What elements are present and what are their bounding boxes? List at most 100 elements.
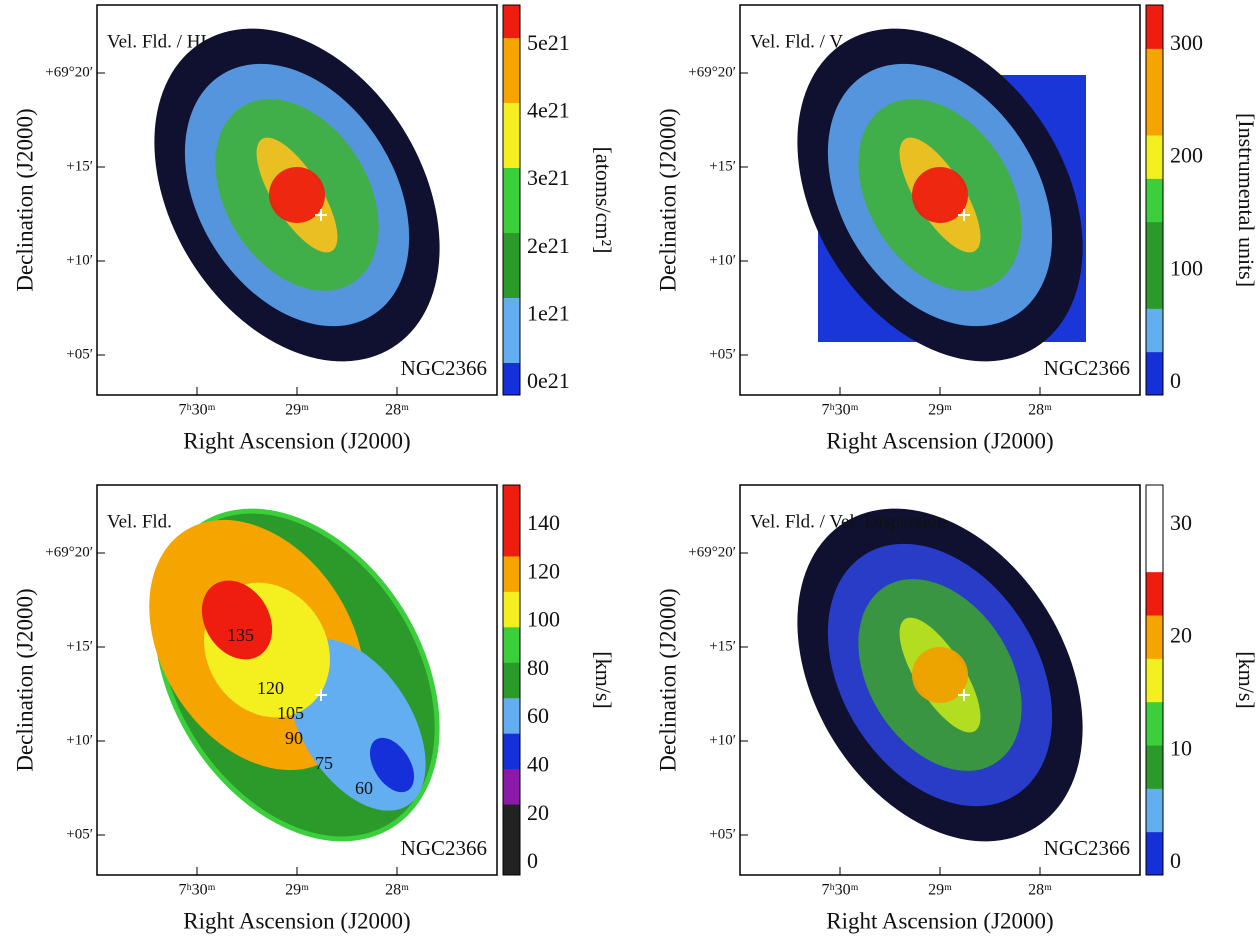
colorbar-tick-label: 40 (527, 751, 549, 776)
y-tick-label: +69°20′ (45, 544, 93, 560)
x-tick-label: 29ᵐ (928, 402, 952, 419)
y-tick-label: +10′ (709, 732, 736, 748)
panel-title: Vel. Fld. / HI (107, 31, 207, 52)
colorbar-segment (1146, 831, 1163, 876)
colorbar-tick-label: 300 (1170, 30, 1203, 55)
colorbar-segment (503, 662, 520, 699)
colorbar-segment (503, 555, 520, 592)
y-tick-label: +15′ (66, 158, 93, 174)
colorbar-tick-label: 20 (527, 800, 549, 825)
colorbar-segment (1146, 91, 1163, 136)
panel-title: Vel. Fld. (107, 511, 172, 532)
colorbar-segment (1146, 658, 1163, 703)
x-tick-label: 29ᵐ (285, 882, 309, 899)
colorbar-tick-label: 0 (1170, 368, 1181, 393)
object-name: NGC2366 (1044, 356, 1130, 380)
colorbar-segment (503, 70, 520, 103)
x-tick-label: 7ʰ30ᵐ (822, 882, 859, 899)
colorbar-frame (502, 484, 521, 876)
contour-label: 75 (315, 753, 333, 773)
emission (912, 167, 968, 223)
colorbar-segment (1146, 48, 1163, 93)
x-tick-label: 28ᵐ (385, 882, 409, 899)
x-tick-label: 29ᵐ (285, 402, 309, 419)
y-tick-label: +05′ (66, 826, 93, 842)
colorbar-segment (503, 591, 520, 628)
colorbar-segment (1146, 745, 1163, 789)
colorbar-segment (503, 626, 520, 663)
x-tick-label: 29ᵐ (928, 882, 952, 899)
emission (912, 647, 968, 703)
panel: Vel. Fld. NGC2366 +69°20′ +15′ +10′ +05′ 7ʰ30ᵐ… (12, 484, 616, 933)
x-axis-label: Right Ascension (J2000) (183, 428, 410, 453)
y-tick-label: +69°20′ (688, 544, 736, 560)
contour-label: 105 (277, 703, 304, 723)
colorbar-segment (503, 362, 520, 396)
colorbar-frame (1145, 4, 1164, 396)
colorbar-tick-label: 4e21 (527, 98, 570, 123)
colorbar-segment (503, 768, 520, 805)
colorbar-segment (1146, 135, 1163, 179)
y-tick-label: +05′ (709, 826, 736, 842)
sky-image (149, 508, 440, 842)
colorbar-label: [km/s] (1234, 651, 1259, 708)
y-tick-label: +05′ (709, 346, 736, 362)
colorbar-segment (503, 5, 520, 38)
plus (958, 209, 970, 221)
colorbar-segment (503, 37, 520, 71)
colorbar-tick-label: 30 (1170, 510, 1192, 535)
colorbar-tick-label: 200 (1170, 143, 1203, 168)
y-tick-label: +10′ (66, 252, 93, 268)
colorbar-tick-label: 0 (527, 848, 538, 873)
colorbar-tick-label: 100 (1170, 255, 1203, 280)
colorbar-tick-label: 80 (527, 655, 549, 680)
y-tick-label: +15′ (709, 638, 736, 654)
colorbar-tick-label: 2e21 (527, 233, 570, 258)
y-tick-label: +69°20′ (688, 64, 736, 80)
colorbar-tick-label: 140 (527, 510, 560, 535)
x-axis-label: Right Ascension (J2000) (826, 428, 1053, 453)
colorbar-segment (503, 733, 520, 770)
panel: Vel. Fld. / V NGC2366 +69°20′ +15′ +10′ +05′ 7… (655, 4, 1259, 453)
colorbar-label: [atoms/cm²] (591, 147, 616, 254)
contour-label: 90 (285, 728, 303, 748)
contour-label: 60 (355, 778, 373, 798)
plus (315, 209, 327, 221)
colorbar-segment (503, 167, 520, 201)
plus (315, 689, 327, 701)
x-tick-label: 7ʰ30ᵐ (179, 402, 216, 419)
colorbar-segment (1146, 351, 1163, 396)
colorbar-segment (503, 297, 520, 331)
x-tick-label: 28ᵐ (1028, 882, 1052, 899)
panel-title: Vel. Fld. / V (750, 31, 843, 52)
y-tick-label: +05′ (66, 346, 93, 362)
panel: Vel. Fld. / Vel. Dispersion NGC2366 +69°20… (655, 484, 1259, 933)
velocity-region (369, 737, 415, 793)
x-tick-label: 7ʰ30ᵐ (822, 402, 859, 419)
x-axis-label: Right Ascension (J2000) (826, 908, 1053, 933)
colorbar-segment (503, 200, 520, 233)
colorbar-tick-label: 60 (527, 703, 549, 728)
y-axis-label: Declination (J2000) (12, 588, 37, 771)
colorbar-segment (503, 839, 520, 876)
colorbar-tick-label: 3e21 (527, 165, 570, 190)
colorbar-segment (503, 804, 520, 841)
colorbar-tick-label: 10 (1170, 735, 1192, 760)
emission (269, 167, 325, 223)
colorbar-segment (1146, 615, 1163, 659)
colorbar-segment (503, 330, 520, 363)
panel: Vel. Fld. / HI NGC2366 +69°20′ +15′ +10′ +05′… (12, 4, 616, 453)
colorbar-tick-label: 5e21 (527, 30, 570, 55)
y-tick-label: +10′ (66, 732, 93, 748)
y-axis-label: Declination (J2000) (655, 588, 680, 771)
y-axis-label: Declination (J2000) (655, 108, 680, 291)
colorbar-segment (503, 520, 520, 557)
colorbar-segment (1146, 5, 1163, 49)
sky-image (797, 508, 1083, 842)
colorbar-frame (502, 4, 521, 396)
colorbar-segment (1146, 788, 1163, 833)
colorbar-tick-label: 0e21 (527, 368, 570, 393)
colorbar-segment (1146, 308, 1163, 353)
x-tick-label: 7ʰ30ᵐ (179, 882, 216, 899)
